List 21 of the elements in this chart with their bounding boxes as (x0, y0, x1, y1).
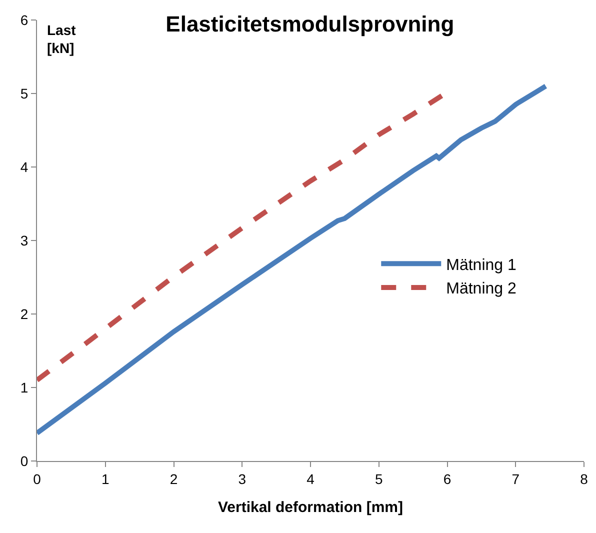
legend-label: Mätning 2 (446, 280, 517, 298)
x-axis-title: Vertikal deformation [mm] (218, 498, 404, 516)
x-tick-label: 3 (238, 470, 246, 487)
y-axis-title: Last [kN] (47, 22, 76, 56)
x-tick-label: 1 (101, 470, 110, 487)
x-tick-label: 0 (33, 470, 42, 487)
x-tick-label: 5 (374, 470, 383, 487)
y-tick-label: 3 (20, 232, 28, 248)
y-tick-label: 0 (20, 452, 28, 469)
x-tick-label: 7 (512, 470, 520, 487)
x-tick-label: 4 (306, 470, 315, 487)
y-tick-label: 2 (20, 306, 28, 322)
y-tick-label: 5 (20, 85, 28, 102)
chart-title: Elasticitetsmodulsprovning (166, 12, 454, 37)
y-tick-label: 6 (20, 12, 28, 28)
y-tick-label: 1 (20, 379, 28, 396)
x-tick-label: 6 (443, 470, 452, 487)
x-tick-label: 8 (580, 470, 588, 487)
legend-label: Mätning 1 (446, 256, 517, 274)
x-tick-label: 2 (170, 470, 178, 487)
y-tick-label: 4 (20, 158, 28, 175)
